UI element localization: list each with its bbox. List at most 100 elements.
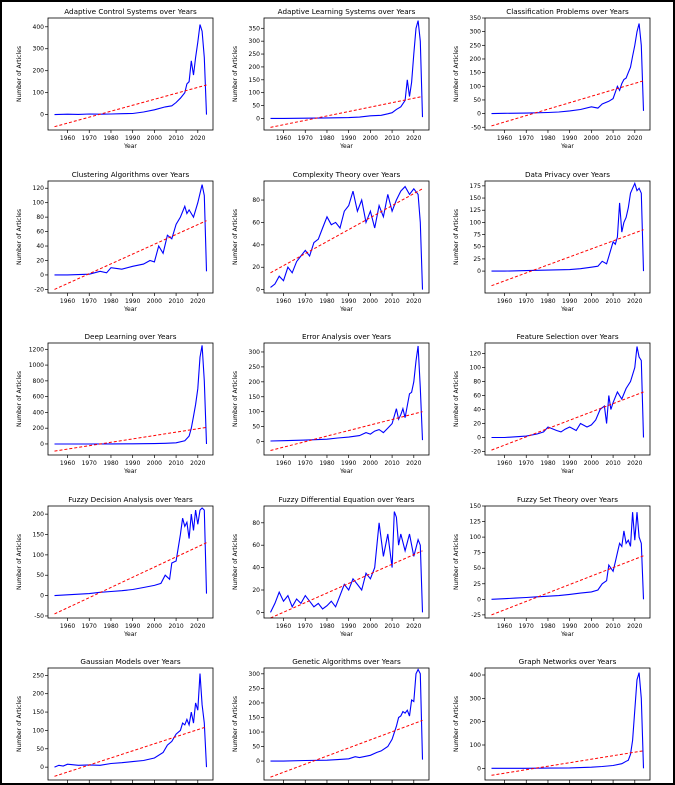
x-tick-label: 2010 <box>168 623 183 630</box>
x-tick-label: 2010 <box>384 460 399 467</box>
plot-frame <box>263 17 430 131</box>
y-tick-label: -20 <box>34 286 44 293</box>
chart-panel: Data Privacy over Years 1960 1970 1980 1990 2… <box>453 170 651 313</box>
y-tick-label: 120 <box>470 351 482 358</box>
trend-line <box>491 555 644 616</box>
chart-panel: Clustering Algorithms over Years 1960 1970… <box>16 170 214 313</box>
y-tick-label: 300 <box>470 695 482 702</box>
x-tick-label: 2020 <box>190 298 205 305</box>
chart-title: Genetic Algorithms over Years <box>292 657 401 666</box>
y-tick-label: 0 <box>256 609 260 616</box>
chart-panel: Complexity Theory over Years 1960 1970 1980… <box>232 170 430 313</box>
x-tick-label: 2010 <box>605 135 620 142</box>
x-tick-label: 1960 <box>60 460 75 467</box>
trend-line <box>54 84 207 128</box>
plot-frame <box>484 342 651 456</box>
y-axis-label: Number of Articles <box>232 371 239 427</box>
x-tick-label: 1980 <box>103 135 118 142</box>
x-axis-label: Year <box>123 468 137 475</box>
chart-panel: Fuzzy Differential Equation over Years 19… <box>232 495 430 638</box>
y-tick-label: 250 <box>470 42 482 49</box>
y-tick-label: -20 <box>471 449 481 456</box>
x-tick-label: 2010 <box>168 135 183 142</box>
x-tick-label: 1960 <box>497 623 512 630</box>
x-axis-label: Year <box>339 143 353 150</box>
x-tick-label: 2020 <box>627 298 642 305</box>
x-tick-label: 2020 <box>190 135 205 142</box>
data-line <box>54 345 208 445</box>
data-line <box>54 24 208 116</box>
y-tick-label: 300 <box>470 29 482 36</box>
x-tick-label: 1960 <box>276 460 291 467</box>
x-tick-label: 2010 <box>384 623 399 630</box>
y-tick-label: 40 <box>252 242 260 249</box>
x-tick-label: 1980 <box>103 623 118 630</box>
x-tick-label: 1960 <box>497 135 512 142</box>
y-tick-label: 100 <box>470 742 482 749</box>
x-tick-label: 2000 <box>147 298 162 305</box>
trend-line <box>54 426 207 452</box>
chart-title: Classification Problems over Years <box>506 7 629 16</box>
plot-frame <box>263 667 430 781</box>
y-axis-label: Number of Articles <box>16 46 23 102</box>
x-tick-label: 1970 <box>298 460 313 467</box>
plot-frame <box>47 667 214 781</box>
y-axis-label: Number of Articles <box>16 534 23 590</box>
y-tick-label: 250 <box>249 364 261 371</box>
y-axis-label: Number of Articles <box>232 209 239 265</box>
x-axis-label: Year <box>339 468 353 475</box>
y-tick-label: 300 <box>249 671 261 678</box>
x-axis-label: Year <box>560 143 574 150</box>
y-axis-label: Number of Articles <box>16 371 23 427</box>
data-line <box>54 673 208 768</box>
y-tick-label: 100 <box>249 409 261 416</box>
chart-title: Fuzzy Decision Analysis over Years <box>68 495 193 504</box>
x-tick-label: 1990 <box>341 460 356 467</box>
plot-frame <box>484 17 651 131</box>
x-tick-label: 2010 <box>168 298 183 305</box>
trend-line <box>491 750 644 776</box>
x-axis-label: Year <box>123 631 137 638</box>
data-line <box>270 345 424 442</box>
y-tick-label: 0 <box>40 764 44 771</box>
x-tick-label: 1970 <box>298 298 313 305</box>
y-tick-label: 125 <box>470 519 482 526</box>
chart-title: Clustering Algorithms over Years <box>72 170 190 179</box>
y-tick-label: 100 <box>470 365 482 372</box>
y-tick-label: 200 <box>249 700 261 707</box>
y-tick-label: 50 <box>252 744 260 751</box>
plot-frame <box>484 667 651 781</box>
data-line <box>491 346 645 439</box>
x-tick-label: 1970 <box>519 298 534 305</box>
y-tick-label: 1200 <box>29 346 44 353</box>
x-axis-label: Year <box>123 306 137 313</box>
x-tick-label: 1990 <box>562 623 577 630</box>
x-tick-label: 2000 <box>363 460 378 467</box>
x-tick-label: 2000 <box>584 135 599 142</box>
trend-line <box>491 391 644 451</box>
x-tick-label: 1970 <box>82 623 97 630</box>
plot-frame <box>484 180 651 294</box>
chart-panel: Fuzzy Decision Analysis over Years 1960 19… <box>16 495 214 638</box>
y-axis-label: Number of Articles <box>232 46 239 102</box>
y-tick-label: 200 <box>33 68 45 75</box>
y-tick-label: 200 <box>470 719 482 726</box>
y-tick-label: 60 <box>252 542 260 549</box>
y-tick-label: 60 <box>473 393 481 400</box>
x-tick-label: 1990 <box>562 298 577 305</box>
plot-frame <box>263 342 430 456</box>
y-tick-label: 100 <box>249 729 261 736</box>
y-tick-label: 100 <box>470 534 482 541</box>
y-axis-label: Number of Articles <box>453 46 460 102</box>
chart-panel: Genetic Algorithms over Years19601970198… <box>232 657 430 783</box>
y-tick-label: 150 <box>470 70 482 77</box>
x-tick-label: 1960 <box>60 298 75 305</box>
y-tick-label: 75 <box>473 232 481 239</box>
x-axis-label: Year <box>339 631 353 638</box>
y-tick-label: 50 <box>36 746 44 753</box>
x-tick-label: 2020 <box>406 135 421 142</box>
x-tick-label: 1980 <box>319 460 334 467</box>
x-tick-label: 2000 <box>147 135 162 142</box>
trend-line <box>270 96 423 128</box>
